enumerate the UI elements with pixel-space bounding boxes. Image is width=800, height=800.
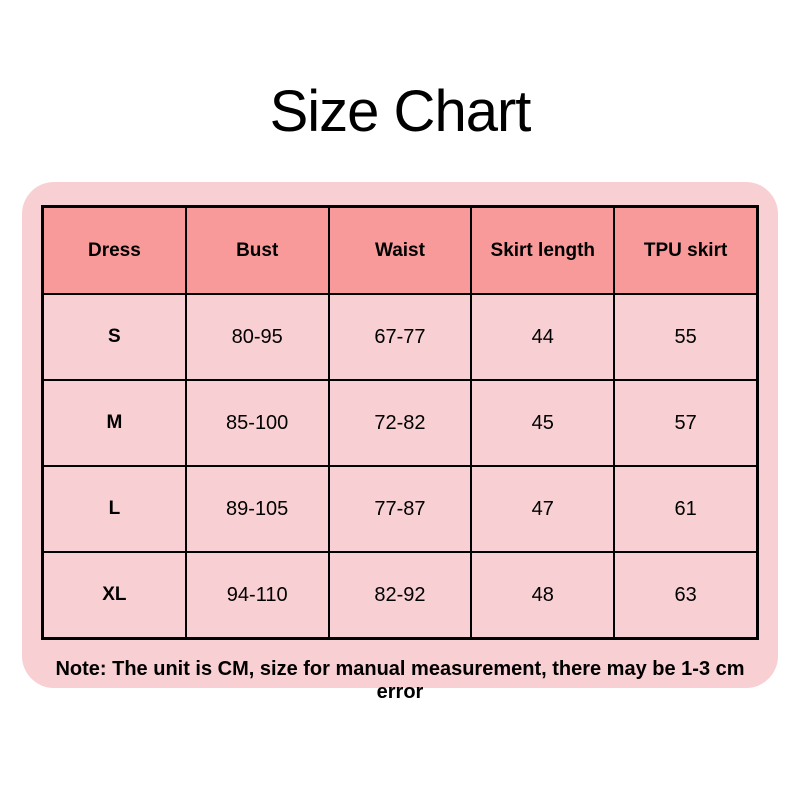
table-row-xl: XL 94-110 82-92 48 63 xyxy=(41,551,759,640)
measurement-note: Note: The unit is CM, size for manual me… xyxy=(55,658,745,703)
header-cell-skirt-length: Skirt length xyxy=(470,205,616,295)
cell-l-tpu-skirt: 61 xyxy=(613,465,759,553)
page-title: Size Chart xyxy=(269,79,532,144)
table-row-l: L 89-105 77-87 47 61 xyxy=(41,465,759,553)
cell-xl-bust: 94-110 xyxy=(184,551,330,640)
cell-s-tpu-skirt: 55 xyxy=(613,293,759,381)
cell-m-skirt-length: 45 xyxy=(470,379,616,467)
cell-size-m: M xyxy=(41,379,187,467)
cell-m-tpu-skirt: 57 xyxy=(613,379,759,467)
size-table: Dress Bust Waist Skirt length TPU skirt … xyxy=(41,205,759,640)
size-chart-panel: Dress Bust Waist Skirt length TPU skirt … xyxy=(22,182,778,703)
cell-l-skirt-length: 47 xyxy=(470,465,616,553)
cell-l-waist: 77-87 xyxy=(327,465,473,553)
cell-xl-skirt-length: 48 xyxy=(470,551,616,640)
cell-m-bust: 85-100 xyxy=(184,379,330,467)
size-table-body: S 80-95 67-77 44 55 M 85-100 72-82 45 57… xyxy=(41,293,759,640)
cell-size-l: L xyxy=(41,465,187,553)
header-row: Dress Bust Waist Skirt length TPU skirt xyxy=(41,205,759,295)
cell-size-s: S xyxy=(41,293,187,381)
cell-xl-tpu-skirt: 63 xyxy=(613,551,759,640)
table-row-m: M 85-100 72-82 45 57 xyxy=(41,379,759,467)
cell-l-bust: 89-105 xyxy=(184,465,330,553)
header-cell-bust: Bust xyxy=(184,205,330,295)
header-cell-tpu-skirt: TPU skirt xyxy=(613,205,759,295)
table-row-s: S 80-95 67-77 44 55 xyxy=(41,293,759,381)
size-table-header: Dress Bust Waist Skirt length TPU skirt xyxy=(41,205,759,295)
header-cell-dress: Dress xyxy=(41,205,187,295)
cell-s-bust: 80-95 xyxy=(184,293,330,381)
header-cell-waist: Waist xyxy=(327,205,473,295)
cell-m-waist: 72-82 xyxy=(327,379,473,467)
cell-s-waist: 67-77 xyxy=(327,293,473,381)
cell-s-skirt-length: 44 xyxy=(470,293,616,381)
cell-xl-waist: 82-92 xyxy=(327,551,473,640)
cell-size-xl: XL xyxy=(41,551,187,640)
